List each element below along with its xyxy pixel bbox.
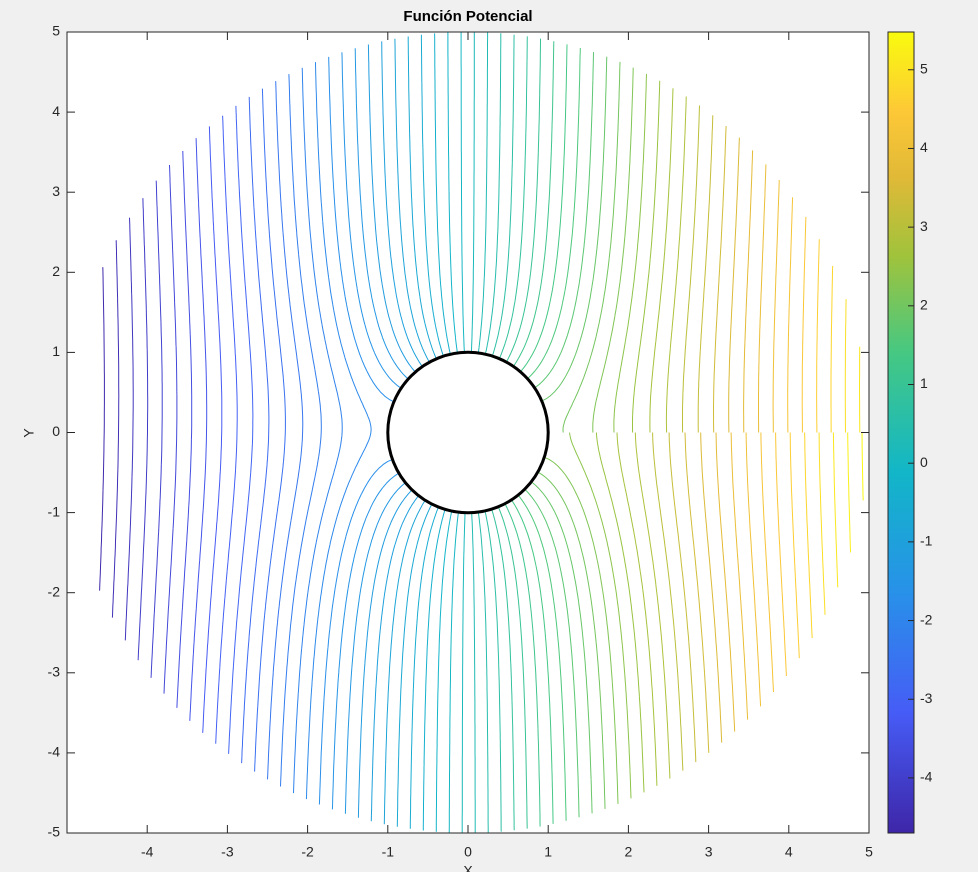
contour-line: [491, 36, 528, 831]
contour-line: [150, 180, 163, 678]
y-tick-label: -4: [48, 744, 61, 760]
contour-line: [497, 38, 541, 829]
contour-line: [818, 299, 847, 615]
contour-line: [760, 197, 794, 693]
y-tick-label: 0: [52, 423, 60, 439]
colorbar-tick-label: 1: [920, 375, 928, 391]
x-tick-label: 1: [544, 844, 552, 860]
x-tick-label: -3: [221, 844, 234, 860]
contour-line: [715, 150, 754, 732]
contour-line: [595, 80, 661, 793]
x-tick-label: 3: [705, 844, 713, 860]
contour-line: [409, 34, 444, 829]
y-tick-label: 5: [52, 23, 60, 39]
contour-line: [422, 33, 451, 831]
colorbar-tick-label: -2: [920, 611, 933, 627]
y-tick-label: 3: [52, 183, 60, 199]
contour-line: [668, 115, 714, 763]
contour-group: [99, 32, 864, 833]
x-tick-label: 4: [785, 844, 793, 860]
colorbar-tick-label: 0: [920, 454, 928, 470]
contour-line: [700, 137, 740, 743]
contour-line: [517, 47, 581, 821]
colorbar-tick-label: -3: [920, 690, 933, 706]
contour-line: [241, 96, 270, 764]
colorbar: [887, 31, 915, 834]
contour-line: [847, 432, 852, 553]
contour-line: [318, 56, 395, 805]
contour-line: [524, 52, 594, 818]
colorbar-tick-label: 3: [920, 218, 928, 234]
x-tick-label: -4: [141, 844, 154, 860]
contour-line: [370, 41, 423, 822]
y-tick-label: 4: [52, 103, 60, 119]
colorbar-tick-label: 5: [920, 60, 928, 76]
contour-line: [124, 217, 134, 641]
contour-line: [215, 115, 238, 744]
contour-line: [511, 44, 568, 824]
colorbar-tick-label: 2: [920, 297, 928, 313]
x-axis-label: X: [463, 863, 473, 872]
y-tick-label: -1: [48, 503, 61, 519]
contour-line: [331, 52, 402, 810]
contour-line: [280, 74, 322, 787]
contour-line: [344, 48, 409, 814]
y-axis-label: Y: [21, 428, 37, 438]
contour-line: [861, 432, 864, 501]
contour-line: [537, 61, 621, 809]
chart-title: Función Potencial: [403, 8, 532, 25]
contour-line: [789, 239, 820, 659]
contour-line: [163, 164, 178, 694]
contour-line: [477, 33, 502, 833]
contour-line: [448, 32, 465, 833]
contour-line: [228, 105, 254, 754]
contour-line: [396, 36, 437, 827]
cylinder: [386, 350, 550, 515]
contour-line: [616, 88, 674, 786]
y-tick-label: 2: [52, 263, 60, 279]
contour-line: [504, 41, 555, 827]
colorbar-tick-label: -4: [920, 769, 933, 785]
contour-line: [652, 105, 700, 771]
contour-line: [471, 32, 489, 833]
x-tick-label: -1: [382, 844, 395, 860]
colorbar-tick-label: -1: [920, 533, 933, 549]
contour-line: [530, 56, 608, 814]
contour-line: [775, 216, 807, 677]
contour-line: [202, 126, 223, 733]
contour-line: [435, 32, 458, 832]
contour-line: [176, 150, 193, 708]
contour-line: [189, 138, 208, 721]
contour-line: [111, 240, 120, 618]
contour-line: [137, 198, 149, 661]
contour-line: [730, 164, 767, 720]
contour-line: [745, 180, 780, 707]
contour-line: [305, 62, 372, 800]
contour-line: [254, 88, 286, 772]
x-tick-label: -2: [301, 844, 314, 860]
contour-line: [357, 44, 416, 818]
x-tick-label: 5: [865, 844, 873, 860]
y-tick-label: -3: [48, 664, 61, 680]
contour-line: [293, 67, 343, 794]
contour-line: [569, 73, 647, 799]
contour-line: [684, 125, 727, 753]
contour-line: [484, 34, 515, 832]
x-tick-label: 0: [464, 844, 472, 860]
y-tick-label: 1: [52, 343, 60, 359]
y-tick-label: -2: [48, 583, 61, 599]
x-tick-label: 2: [625, 844, 633, 860]
contour-line: [461, 32, 475, 833]
colorbar-tick-label: 4: [920, 139, 928, 155]
contour-line: [832, 346, 861, 588]
y-tick-label: -5: [48, 824, 61, 840]
contour-line: [634, 96, 687, 779]
contour-line: [383, 38, 430, 825]
contour-line: [544, 67, 634, 804]
contour-line: [99, 267, 105, 591]
contour-line: [804, 265, 834, 639]
contour-line: [267, 81, 304, 780]
